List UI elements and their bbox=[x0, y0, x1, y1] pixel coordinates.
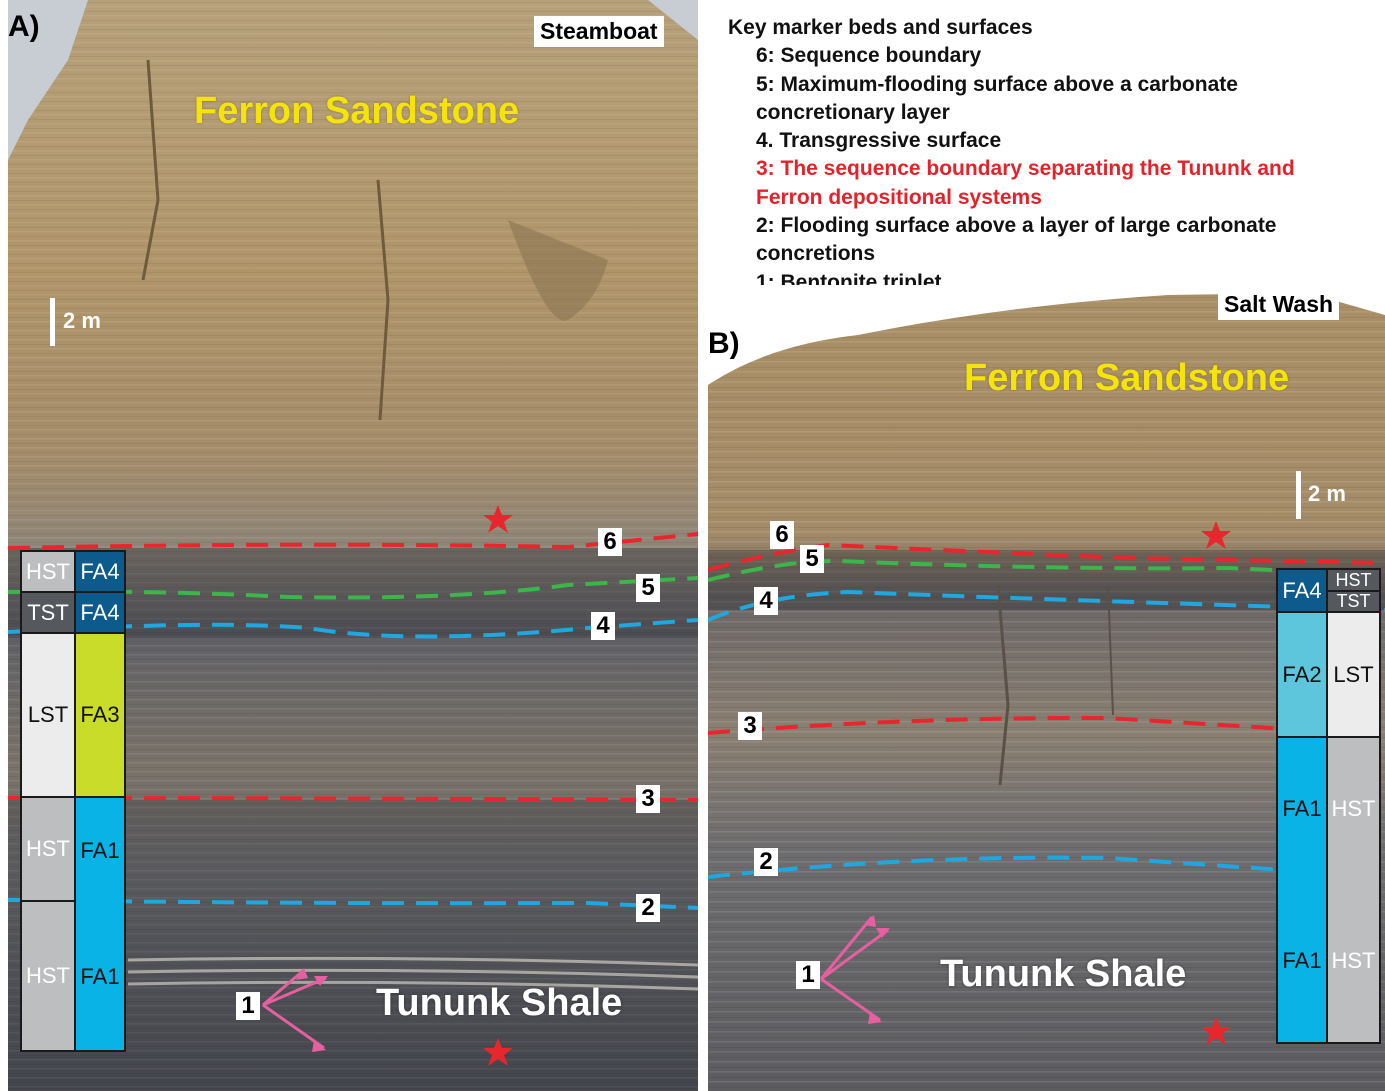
facies-cell: FA4 bbox=[74, 550, 126, 593]
legend-item-6: 6: Sequence boundary bbox=[728, 42, 1378, 70]
ferron-label-a: Ferron Sandstone bbox=[194, 90, 520, 132]
facies-cell: FA4 bbox=[1276, 568, 1328, 613]
systems-tract-cell: HST HST bbox=[1326, 736, 1381, 1044]
systems-tract-cell: TST bbox=[20, 591, 76, 634]
star-icon bbox=[483, 505, 513, 533]
facies-cell: FA1 FA1 bbox=[1276, 736, 1328, 1044]
panel-a-label: A) bbox=[8, 10, 40, 43]
systems-tract-cell: LST bbox=[20, 632, 76, 798]
marker-5-b: 5 bbox=[800, 545, 824, 573]
legend-line: concretions bbox=[756, 242, 876, 266]
marker-3-b: 3 bbox=[738, 712, 762, 740]
tununk-label-a: Tununk Shale bbox=[376, 982, 623, 1024]
marker-4-b: 4 bbox=[754, 587, 778, 615]
location-label-b: Salt Wash bbox=[1218, 289, 1340, 320]
legend-item-5: 5: Maximum-flooding surface above a carb… bbox=[728, 71, 1378, 128]
panel-b-label: B) bbox=[708, 327, 740, 360]
facies-cell: FA4 bbox=[74, 591, 126, 634]
panel-b-photo: B) Salt Wash Ferron Sandstone Tununk Sha… bbox=[708, 285, 1385, 1091]
facies-label: FA1 bbox=[1282, 796, 1322, 821]
legend-item-3: 3: The sequence boundary separating the … bbox=[728, 155, 1378, 212]
facies-cell: FA3 bbox=[74, 632, 126, 798]
systems-tract-cell: HST bbox=[20, 550, 76, 593]
legend-line: 2: Flooding surface above a layer of lar… bbox=[756, 214, 1277, 238]
surface-6-line bbox=[708, 542, 1385, 572]
legend-item-4: 4. Transgressive surface bbox=[728, 127, 1378, 155]
systems-tract-cell: HST bbox=[20, 796, 76, 902]
marker-legend: Key marker beds and surfaces 6: Sequence… bbox=[728, 14, 1378, 297]
marker-2-a: 2 bbox=[636, 894, 660, 922]
legend-line: 6: Sequence boundary bbox=[756, 44, 982, 68]
facies-cell: FA2 bbox=[1276, 611, 1328, 738]
marker-2-b: 2 bbox=[754, 848, 778, 876]
systems-tract-label: HST bbox=[1331, 948, 1376, 973]
systems-tract-cell: HST bbox=[1326, 568, 1381, 592]
legend-line: 3: The sequence boundary separating the … bbox=[756, 157, 1295, 181]
star-icon bbox=[1201, 1017, 1231, 1045]
facies-label: FA1 bbox=[80, 964, 120, 989]
star-icon bbox=[1201, 521, 1231, 549]
marker-3-a: 3 bbox=[636, 785, 660, 813]
legend-line: 5: Maximum-flooding surface above a carb… bbox=[756, 72, 1238, 96]
panel-a-photo: A) Steamboat Ferron Sandstone Tununk Sha… bbox=[8, 0, 698, 1091]
scale-label-a: 2 m bbox=[63, 308, 101, 333]
surface-3-line bbox=[708, 715, 1385, 737]
surface-4-line bbox=[708, 589, 1385, 622]
surface-3-line bbox=[8, 796, 698, 802]
legend-item-2: 2: Flooding surface above a layer of lar… bbox=[728, 212, 1378, 269]
location-label-a: Steamboat bbox=[534, 16, 664, 47]
surface-6-line bbox=[8, 532, 698, 550]
marker-5-a: 5 bbox=[636, 574, 660, 602]
facies-label: FA1 bbox=[1282, 948, 1322, 973]
marker-1-a: 1 bbox=[236, 992, 260, 1020]
scale-label-b: 2 m bbox=[1308, 481, 1346, 506]
systems-tract-cell: TST bbox=[1326, 590, 1381, 613]
systems-tract-cell: LST bbox=[1326, 611, 1381, 738]
surface-5-line bbox=[708, 558, 1385, 582]
legend-line: Ferron depositional systems bbox=[756, 185, 1042, 209]
legend-line: concretionary layer bbox=[756, 100, 950, 124]
arrow-icon bbox=[262, 968, 327, 1050]
star-icon bbox=[483, 1038, 513, 1066]
systems-tract-label: HST bbox=[1331, 796, 1376, 821]
surface-2-line bbox=[708, 855, 1385, 879]
marker-6-b: 6 bbox=[770, 521, 794, 549]
legend-line: 4. Transgressive surface bbox=[756, 129, 1002, 153]
ferron-label-b: Ferron Sandstone bbox=[964, 357, 1290, 399]
legend-title: Key marker beds and surfaces bbox=[728, 16, 1033, 39]
marker-4-a: 4 bbox=[591, 612, 615, 640]
systems-tract-cell: HST bbox=[20, 900, 76, 1052]
facies-cell: FA1 FA1 bbox=[74, 796, 126, 1052]
outcrop-photo-b bbox=[708, 285, 1385, 1091]
tununk-label-b: Tununk Shale bbox=[940, 953, 1187, 995]
marker-1-b: 1 bbox=[796, 961, 820, 989]
marker-6-a: 6 bbox=[598, 528, 622, 556]
facies-label: FA1 bbox=[80, 838, 120, 863]
surface-5-line bbox=[8, 576, 698, 600]
